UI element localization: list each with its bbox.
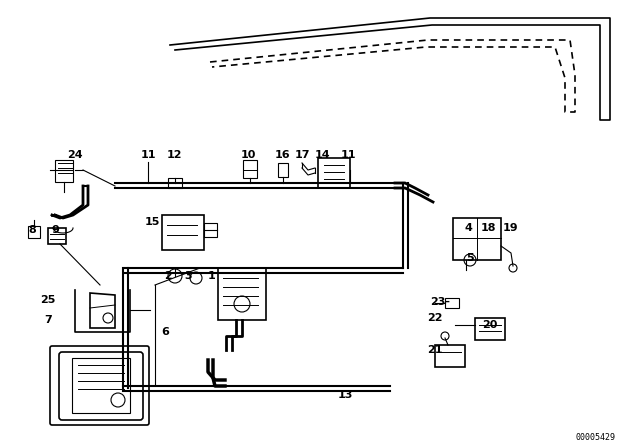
Bar (243, 160, 257, 178)
Bar (168, 178, 182, 188)
Text: 12: 12 (166, 150, 182, 160)
Bar (55, 160, 73, 182)
Text: 24: 24 (67, 150, 83, 160)
Text: 20: 20 (483, 320, 498, 330)
Text: 5: 5 (466, 253, 474, 263)
Bar (204, 223, 217, 237)
Text: 25: 25 (40, 295, 56, 305)
Text: 14: 14 (314, 150, 330, 160)
Text: 4: 4 (464, 223, 472, 233)
Text: 1: 1 (208, 271, 216, 281)
Text: 6: 6 (161, 327, 169, 337)
Text: 11: 11 (140, 150, 156, 160)
Bar (218, 268, 266, 320)
Text: 23-: 23- (430, 297, 450, 307)
Text: 22: 22 (428, 313, 443, 323)
Text: 2: 2 (164, 271, 172, 281)
Bar (278, 163, 288, 177)
Text: 7: 7 (44, 315, 52, 325)
Text: 16: 16 (274, 150, 290, 160)
Text: 3: 3 (184, 271, 192, 281)
Text: 00005429: 00005429 (575, 434, 615, 443)
Bar (445, 298, 459, 308)
Bar (162, 215, 204, 250)
Text: 11: 11 (340, 150, 356, 160)
Text: 15: 15 (144, 217, 160, 227)
Text: 18: 18 (480, 223, 496, 233)
Polygon shape (90, 293, 115, 328)
Text: 13: 13 (337, 390, 353, 400)
Bar (435, 345, 465, 367)
Bar (48, 228, 66, 244)
Bar (28, 226, 40, 238)
Text: 21: 21 (428, 345, 443, 355)
Text: 19: 19 (502, 223, 518, 233)
Bar (72, 358, 130, 413)
Text: 9: 9 (51, 225, 59, 235)
Bar (453, 218, 501, 260)
Text: 10: 10 (240, 150, 256, 160)
Bar (475, 318, 505, 340)
Text: 17: 17 (294, 150, 310, 160)
Text: 8: 8 (28, 225, 36, 235)
Bar (318, 158, 350, 188)
